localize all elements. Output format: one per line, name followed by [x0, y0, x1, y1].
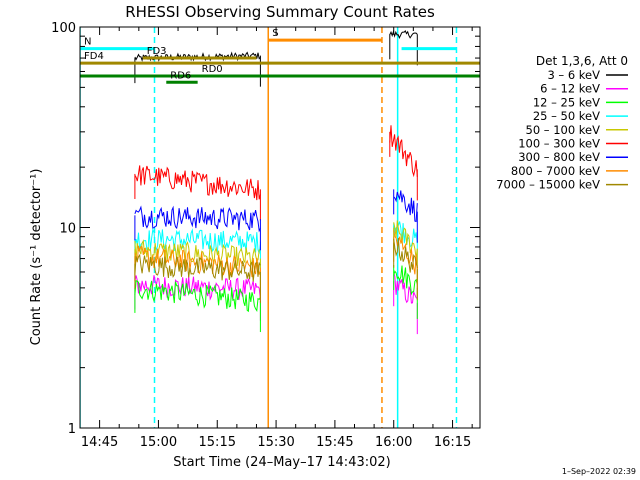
- flag-label: RD6: [170, 70, 191, 81]
- chart-title: RHESSI Observing Summary Count Rates: [125, 3, 435, 21]
- series-line: [393, 220, 418, 258]
- flag-label: S: [272, 28, 278, 39]
- data-layer: [80, 27, 458, 428]
- x-tick-label: 15:15: [199, 435, 236, 450]
- x-tick-label: 15:00: [140, 435, 177, 450]
- x-tick-label: 16:00: [375, 435, 412, 450]
- legend-label: 3 – 6 keV: [547, 68, 600, 82]
- legend-label: 800 – 7000 keV: [511, 164, 600, 178]
- flag-label: N: [84, 37, 91, 48]
- series-line: [389, 30, 418, 40]
- x-tick-label: 16:15: [434, 435, 471, 450]
- x-tick-label: 15:30: [257, 435, 294, 450]
- legend-label: 300 – 800 keV: [518, 150, 600, 164]
- series-line: [134, 253, 261, 282]
- x-axis-ticks: 14:45 15:00 15:15 15:30 15:45 16:00 16:15: [79, 27, 473, 450]
- flag-label: FD3: [147, 46, 167, 57]
- legend-label: 6 – 12 keV: [540, 82, 600, 96]
- legend-label: 7000 – 15000 keV: [496, 178, 600, 192]
- series-line: [134, 280, 261, 313]
- x-tick-label: 15:45: [316, 435, 353, 450]
- legend-label: 12 – 25 keV: [533, 95, 600, 109]
- series-line: [134, 275, 261, 301]
- x-tick-label: 14:45: [81, 435, 118, 450]
- y-tick-label: 10: [59, 222, 76, 237]
- series-line: [393, 265, 418, 296]
- series-line: [134, 205, 261, 233]
- date-stamp: 1–Sep–2022 02:39: [562, 467, 636, 476]
- series-line: [134, 239, 261, 269]
- y-tick-label: 100: [51, 21, 76, 36]
- legend-label: 100 – 300 keV: [518, 137, 600, 151]
- series-line: [393, 272, 418, 304]
- plot-frame: [79, 26, 481, 429]
- series-line: [393, 237, 418, 273]
- legend-label: 25 – 50 keV: [533, 109, 600, 123]
- flag-layer: [80, 38, 480, 84]
- series-line: [393, 190, 418, 223]
- y-axis-ticks: 1 10 100: [51, 21, 480, 437]
- flag-label: FD4: [84, 51, 104, 62]
- flag-label: RD0: [202, 64, 223, 75]
- series-line: [389, 125, 418, 178]
- legend-title: Det 1,3,6, Att 0: [536, 54, 628, 68]
- flag-labels: N S FD3 FD4 RD0 RD6: [84, 28, 279, 81]
- y-axis-label: Count Rate (s⁻¹ detector⁻¹): [29, 169, 44, 346]
- legend-label: 50 – 100 keV: [526, 123, 601, 137]
- x-axis-label: Start Time (24–May–17 14:43:02): [173, 455, 390, 470]
- y-tick-label: 1: [68, 422, 76, 437]
- series-line: [134, 165, 261, 201]
